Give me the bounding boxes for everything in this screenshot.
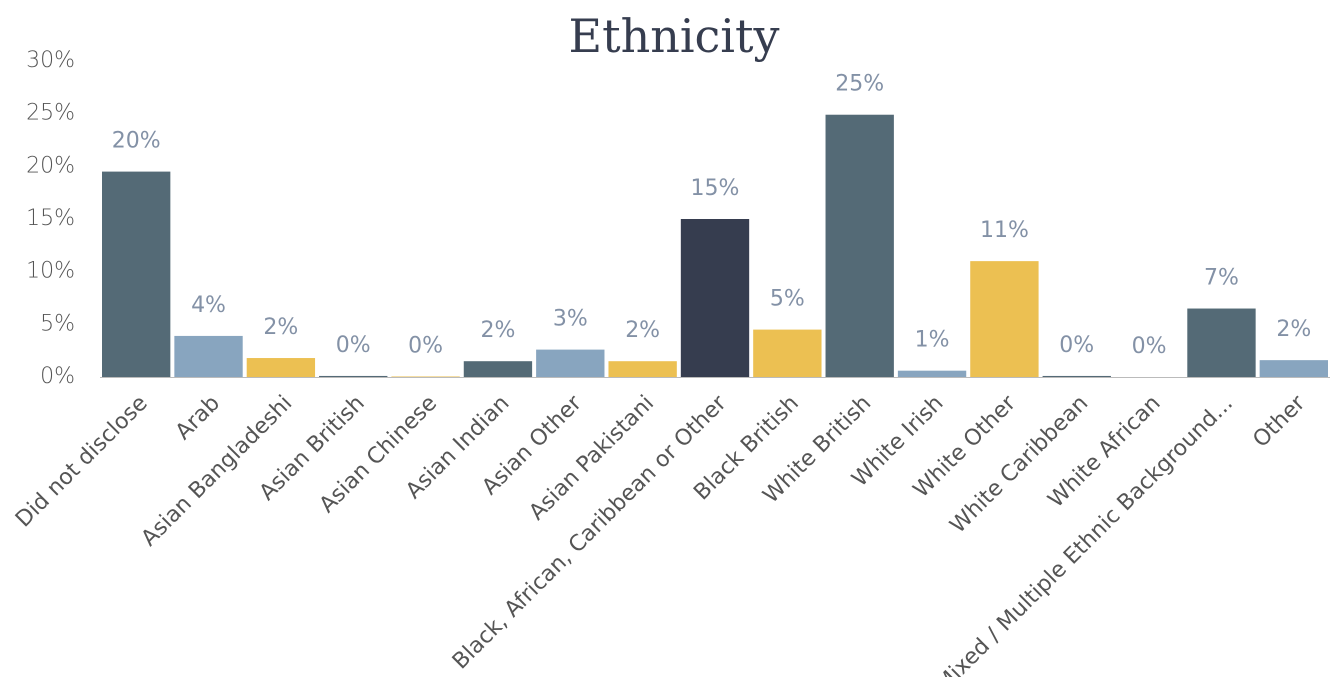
value-label: 7% [1204,266,1239,291]
value-label: 2% [1276,317,1311,342]
value-label: 2% [625,318,660,343]
value-label: 11% [980,218,1029,243]
bar [246,358,316,377]
bar [1187,308,1256,377]
value-label: 0% [408,333,443,358]
bar [825,114,894,377]
x-tick-label: Black, African, Caribbean or Other [448,390,732,674]
bar [319,375,388,377]
y-tick-label: 25% [26,101,75,126]
y-tick-label: 20% [26,153,75,178]
value-label: 3% [553,307,588,332]
bar [970,261,1039,377]
bar [897,370,967,377]
bar [391,376,460,377]
bar [1042,375,1111,377]
value-label: 2% [263,315,298,340]
y-tick-label: 0% [40,364,75,389]
x-tick-label: Did not disclose [11,391,153,533]
value-label: 0% [336,333,371,358]
bar [102,171,171,377]
bar [608,361,677,377]
value-label: 2% [480,318,515,343]
value-label: 1% [915,328,950,353]
bar [1259,360,1328,377]
value-label: 20% [112,129,161,154]
x-tick-label: Arab [171,391,225,445]
value-label: 0% [1132,334,1167,359]
y-tick-label: 30% [26,48,75,73]
x-tick-label: Other [1248,390,1311,453]
value-label: 5% [770,287,805,312]
y-tick-label: 5% [40,311,75,336]
bar [174,335,243,377]
value-label: 4% [191,293,226,318]
x-tick-label: Asian Pakistani [525,391,660,526]
bar [680,219,750,377]
bar [536,349,605,377]
value-label: 15% [691,176,740,201]
value-label: 25% [835,72,884,97]
bar [753,329,822,377]
y-tick-label: 15% [26,206,75,231]
bar [463,361,533,377]
y-tick-label: 10% [26,259,75,284]
value-label: 0% [1059,333,1094,358]
x-tick-label: White Caribbean [946,391,1094,539]
chart-title: Ethnicity [569,9,780,63]
